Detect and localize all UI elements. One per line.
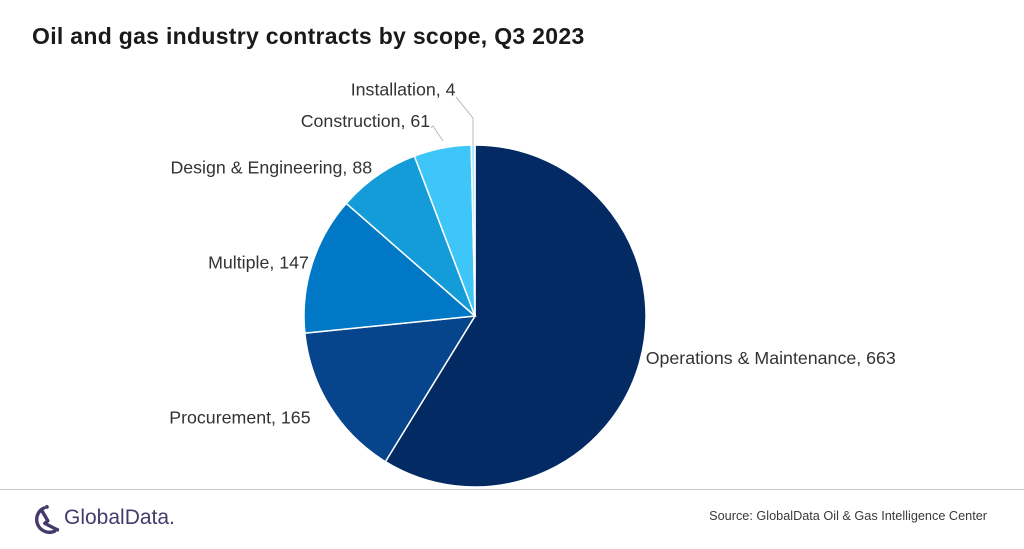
svg-text:Construction, 61: Construction, 61 — [301, 111, 431, 131]
svg-text:Operations & Maintenance, 663: Operations & Maintenance, 663 — [646, 348, 896, 368]
svg-text:Installation, 4: Installation, 4 — [351, 80, 456, 100]
svg-text:Design & Engineering, 88: Design & Engineering, 88 — [170, 157, 372, 177]
svg-text:Procurement, 165: Procurement, 165 — [169, 407, 310, 427]
svg-text:Multiple, 147: Multiple, 147 — [208, 253, 309, 273]
